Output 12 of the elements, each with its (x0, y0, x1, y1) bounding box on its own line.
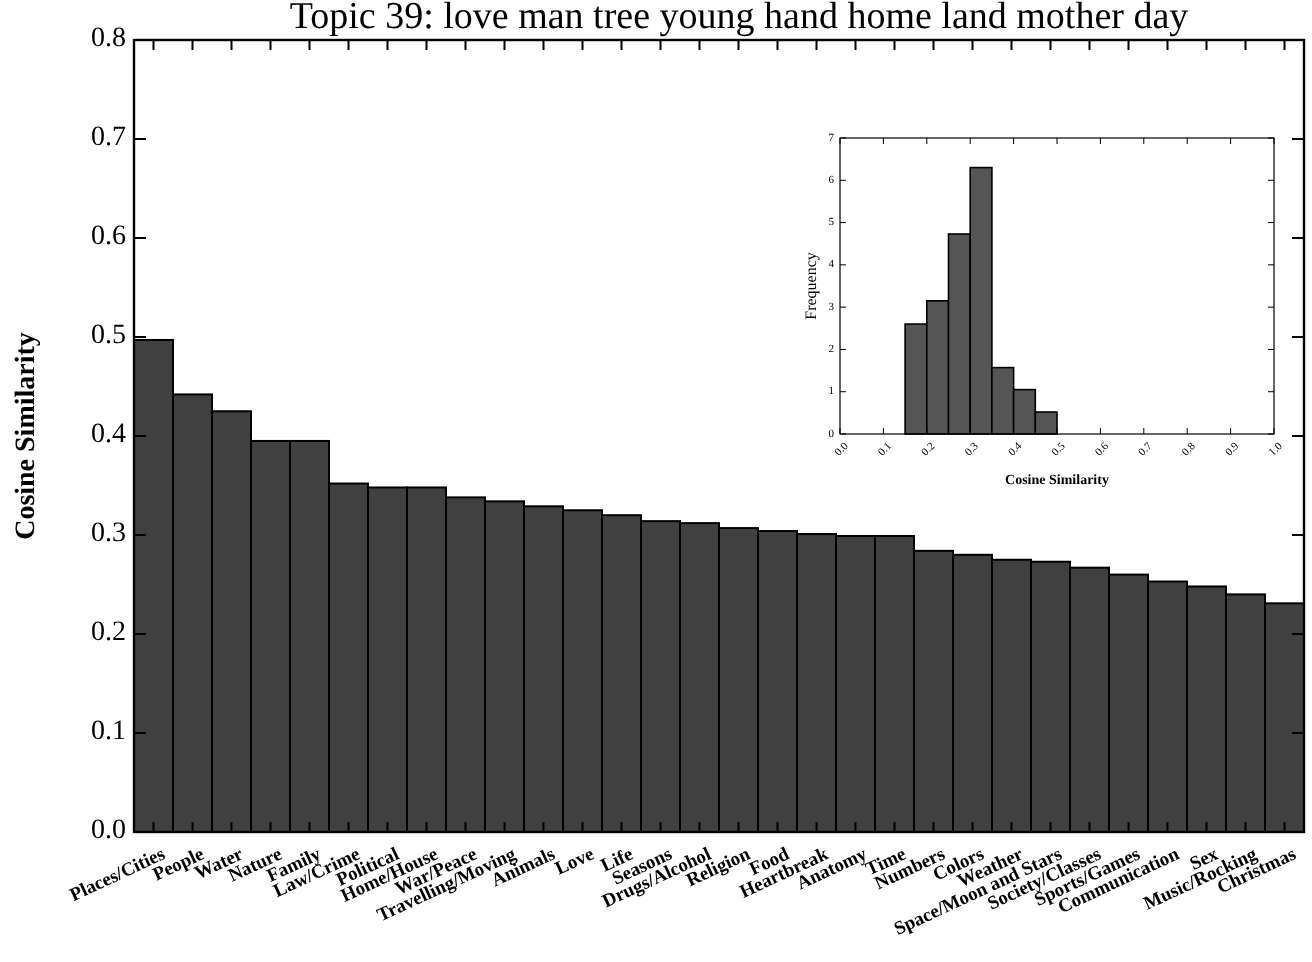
y-axis-title: Frequency (802, 252, 820, 320)
y-tick-label: 0.2 (91, 618, 126, 649)
y-tick-label: 0.7 (91, 123, 126, 154)
chart-title: Topic 39: love man tree young hand home land mother day (289, 0, 1190, 38)
y-tick-label: 0.1 (91, 717, 126, 748)
y-tick-label: 0.0 (91, 816, 126, 847)
x-tick-label: Love (552, 845, 598, 881)
y-tick-label: 0.6 (91, 222, 126, 253)
y-axis-title: Cosine Similarity (12, 332, 42, 540)
y-tick-label: 0.3 (91, 519, 126, 550)
y-tick-label: 0.8 (91, 24, 126, 55)
y-tick-label: 0.5 (91, 321, 126, 352)
